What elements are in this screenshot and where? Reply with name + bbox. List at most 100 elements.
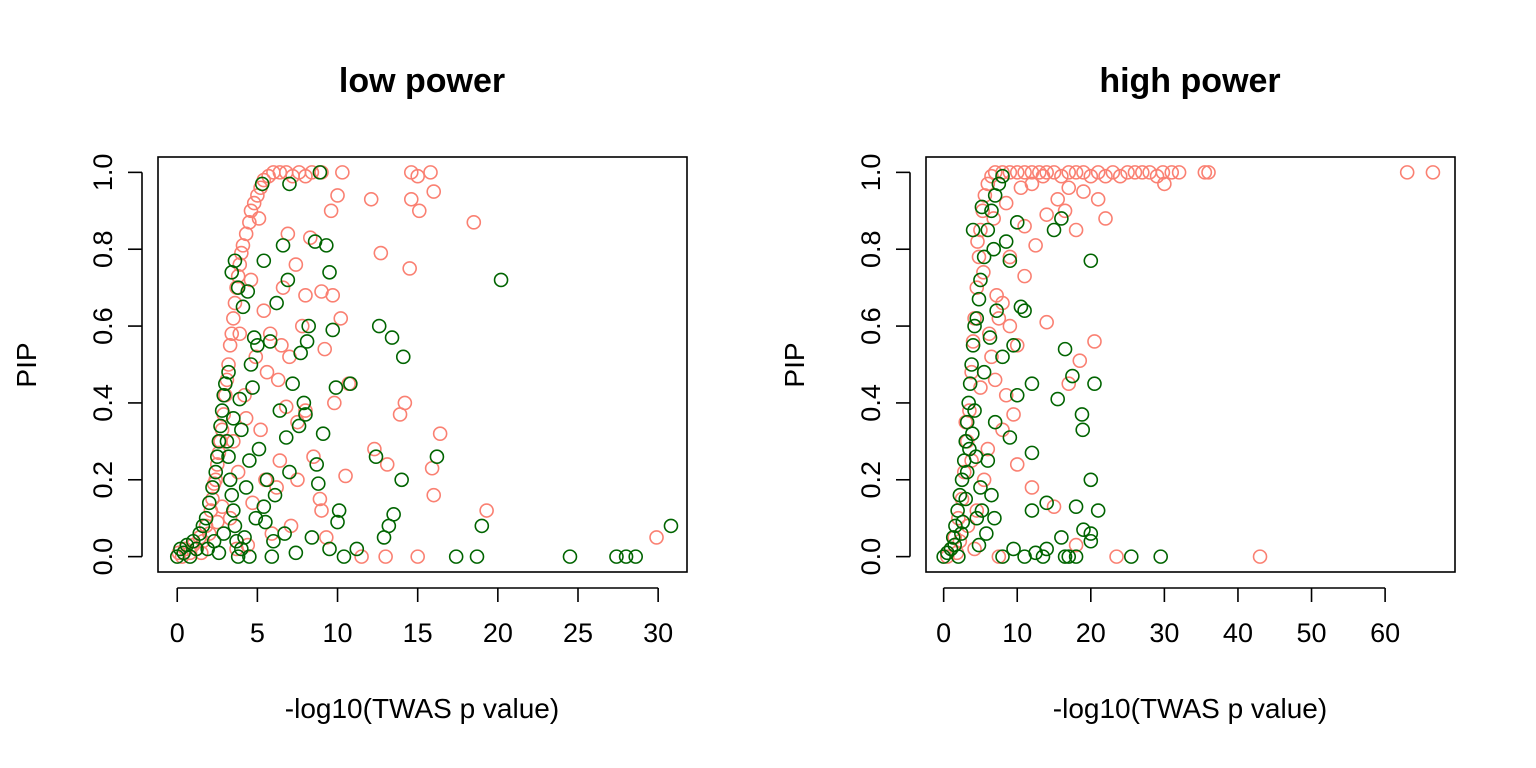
data-point (290, 472, 305, 488)
data-point (293, 345, 308, 361)
data-point (288, 257, 304, 272)
data-point (1050, 191, 1065, 207)
data-point (1142, 165, 1157, 180)
data-point (962, 376, 978, 392)
data-point (322, 541, 337, 557)
data-point (466, 215, 482, 230)
data-point (1024, 376, 1040, 392)
data-point (987, 510, 1002, 526)
data-point (1061, 165, 1077, 180)
data-point (280, 272, 296, 288)
data-point (211, 434, 227, 449)
data-point (221, 357, 236, 372)
data-point (1164, 165, 1180, 180)
data-point (314, 503, 329, 518)
data-point (973, 272, 988, 288)
data-point (965, 222, 981, 238)
data-point (410, 168, 425, 184)
data-point (1024, 503, 1040, 518)
data-point (379, 457, 395, 472)
data-point (291, 418, 307, 434)
data-point (338, 468, 353, 484)
data-point (282, 176, 297, 192)
data-point (222, 472, 238, 488)
data-point (1035, 168, 1051, 184)
data-point (317, 341, 333, 357)
data-point (323, 203, 339, 219)
data-point (298, 407, 313, 422)
data-point (426, 184, 442, 199)
data-point (269, 295, 284, 311)
data-point (971, 291, 987, 307)
series-1 (169, 165, 679, 564)
data-point (230, 464, 246, 480)
data-point (1009, 165, 1025, 180)
data-point (1090, 165, 1106, 180)
data-point (333, 311, 349, 326)
data-point (967, 403, 982, 418)
x-tick-label: 15 (403, 618, 433, 648)
data-point (411, 203, 427, 219)
data-point (1068, 499, 1084, 514)
data-point (354, 549, 369, 564)
data-point (974, 503, 990, 518)
data-point (201, 495, 217, 511)
data-point (210, 457, 225, 472)
data-point (243, 203, 259, 219)
x-tick-label: 20 (1076, 618, 1106, 648)
data-point (327, 395, 342, 411)
data-point (205, 491, 220, 507)
data-point (211, 545, 227, 561)
data-point (230, 549, 246, 564)
data-point (1054, 168, 1069, 184)
data-point (1068, 165, 1084, 180)
data-point (1072, 353, 1088, 368)
data-point (1083, 526, 1099, 541)
data-point (1002, 318, 1018, 334)
data-point (270, 372, 286, 388)
data-point (1112, 168, 1128, 184)
data-point (973, 480, 988, 495)
data-point (947, 537, 962, 553)
data-point (987, 372, 1003, 388)
data-point (253, 422, 268, 438)
data-point (474, 518, 490, 534)
data-point (1076, 522, 1091, 538)
data-point (1050, 391, 1065, 407)
data-point (448, 549, 464, 564)
data-point (246, 330, 262, 345)
data-point (232, 257, 248, 272)
data-point (254, 176, 270, 192)
data-point (562, 549, 578, 564)
data-point (998, 195, 1014, 211)
data-point (251, 211, 267, 226)
data-point (229, 541, 244, 557)
data-point (304, 530, 320, 545)
data-point (1057, 203, 1073, 219)
data-point (969, 510, 985, 526)
data-point (965, 426, 980, 441)
data-point (1028, 238, 1043, 253)
data-points (936, 165, 1441, 564)
x-tick-label: 50 (1297, 618, 1327, 648)
x-tick-label: 0 (170, 618, 185, 648)
data-point (986, 241, 1001, 257)
data-point (392, 407, 408, 422)
data-point (987, 414, 1003, 430)
data-point (493, 272, 509, 288)
data-point (275, 238, 291, 253)
data-point (269, 480, 284, 495)
data-point (976, 364, 992, 380)
data-point (237, 530, 252, 545)
data-point (232, 326, 248, 342)
data-point (1083, 533, 1099, 549)
data-point (394, 472, 409, 488)
data-point (1098, 211, 1113, 226)
data-point (1399, 165, 1415, 180)
data-point (1028, 545, 1043, 561)
data-point (984, 349, 999, 365)
data-point (210, 449, 225, 465)
data-point (998, 387, 1014, 403)
data-point (1109, 549, 1124, 564)
